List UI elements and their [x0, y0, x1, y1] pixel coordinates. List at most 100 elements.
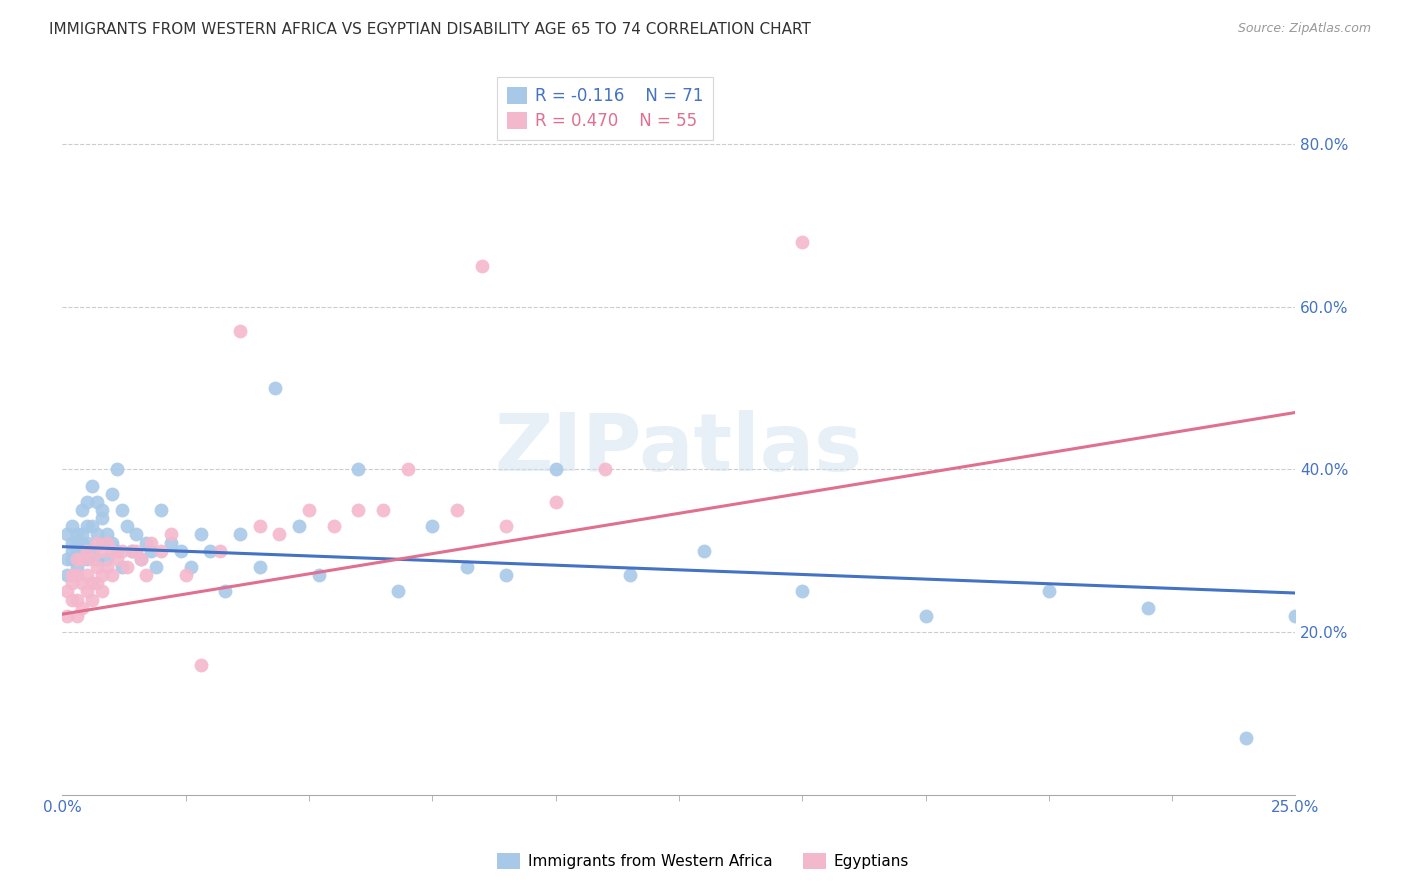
Point [70, 503, 93, 517]
Point [66, 592, 89, 607]
Point [60, 519, 83, 533]
Point [101, 487, 124, 501]
Point [131, 552, 153, 566]
Point [141, 543, 163, 558]
Point [692, 543, 714, 558]
Point [86, 495, 108, 509]
Point [80, 543, 103, 558]
Point [91, 511, 114, 525]
Point [145, 560, 167, 574]
Point [91, 568, 114, 582]
Point [308, 568, 330, 582]
Point [60, 535, 83, 549]
Point [322, 519, 344, 533]
Point [121, 543, 143, 558]
Point [76, 495, 98, 509]
Point [914, 608, 936, 623]
Point [200, 543, 222, 558]
Point [371, 503, 394, 517]
Point [174, 568, 197, 582]
Point [160, 535, 183, 549]
Point [115, 560, 138, 574]
Point [101, 568, 124, 582]
Point [76, 584, 98, 599]
Point [101, 535, 124, 549]
Point [792, 584, 814, 599]
Point [70, 552, 93, 566]
Point [471, 259, 494, 273]
Point [105, 462, 128, 476]
Point [66, 568, 89, 582]
Point [56, 552, 79, 566]
Point [66, 535, 89, 549]
Point [214, 584, 236, 599]
Point [150, 543, 173, 558]
Point [86, 535, 108, 549]
Point [66, 608, 89, 623]
Point [150, 503, 173, 517]
Point [56, 584, 79, 599]
Point [446, 503, 468, 517]
Point [160, 527, 183, 541]
Point [125, 527, 148, 541]
Point [396, 462, 419, 476]
Point [96, 527, 118, 541]
Point [456, 560, 478, 574]
Point [288, 519, 311, 533]
Point [80, 478, 103, 492]
Point [544, 495, 567, 509]
Text: Source: ZipAtlas.com: Source: ZipAtlas.com [1237, 22, 1371, 36]
Point [229, 324, 252, 338]
Point [387, 584, 409, 599]
Point [91, 503, 114, 517]
Point [76, 568, 98, 582]
Point [619, 568, 641, 582]
Text: IMMIGRANTS FROM WESTERN AFRICA VS EGYPTIAN DISABILITY AGE 65 TO 74 CORRELATION C: IMMIGRANTS FROM WESTERN AFRICA VS EGYPTI… [49, 22, 811, 37]
Point [70, 543, 93, 558]
Point [80, 552, 103, 566]
Point [135, 535, 157, 549]
Point [111, 560, 134, 574]
Point [96, 535, 118, 549]
Point [347, 462, 370, 476]
Point [190, 527, 212, 541]
Point [60, 576, 83, 591]
Point [76, 519, 98, 533]
Legend: R = -0.116    N = 71, R = 0.470    N = 55: R = -0.116 N = 71, R = 0.470 N = 55 [496, 78, 713, 140]
Point [792, 235, 814, 249]
Legend: Immigrants from Western Africa, Egyptians: Immigrants from Western Africa, Egyptian… [491, 847, 915, 875]
Point [66, 552, 89, 566]
Point [66, 560, 89, 574]
Point [190, 657, 212, 672]
Point [141, 535, 163, 549]
Point [56, 527, 79, 541]
Point [249, 519, 271, 533]
Point [76, 535, 98, 549]
Point [229, 527, 252, 541]
Point [135, 568, 157, 582]
Point [347, 503, 370, 517]
Point [170, 543, 193, 558]
Point [96, 560, 118, 574]
Point [66, 527, 89, 541]
Point [96, 552, 118, 566]
Point [56, 608, 79, 623]
Point [70, 535, 93, 549]
Point [1234, 731, 1257, 745]
Point [1136, 600, 1159, 615]
Point [91, 535, 114, 549]
Point [495, 568, 517, 582]
Point [60, 568, 83, 582]
Point [105, 543, 128, 558]
Point [105, 552, 128, 566]
Point [422, 519, 444, 533]
Point [593, 462, 616, 476]
Point [70, 600, 93, 615]
Point [131, 552, 153, 566]
Point [209, 543, 232, 558]
Point [180, 560, 202, 574]
Point [80, 592, 103, 607]
Point [86, 576, 108, 591]
Point [80, 576, 103, 591]
Text: ZIPatlas: ZIPatlas [495, 410, 863, 488]
